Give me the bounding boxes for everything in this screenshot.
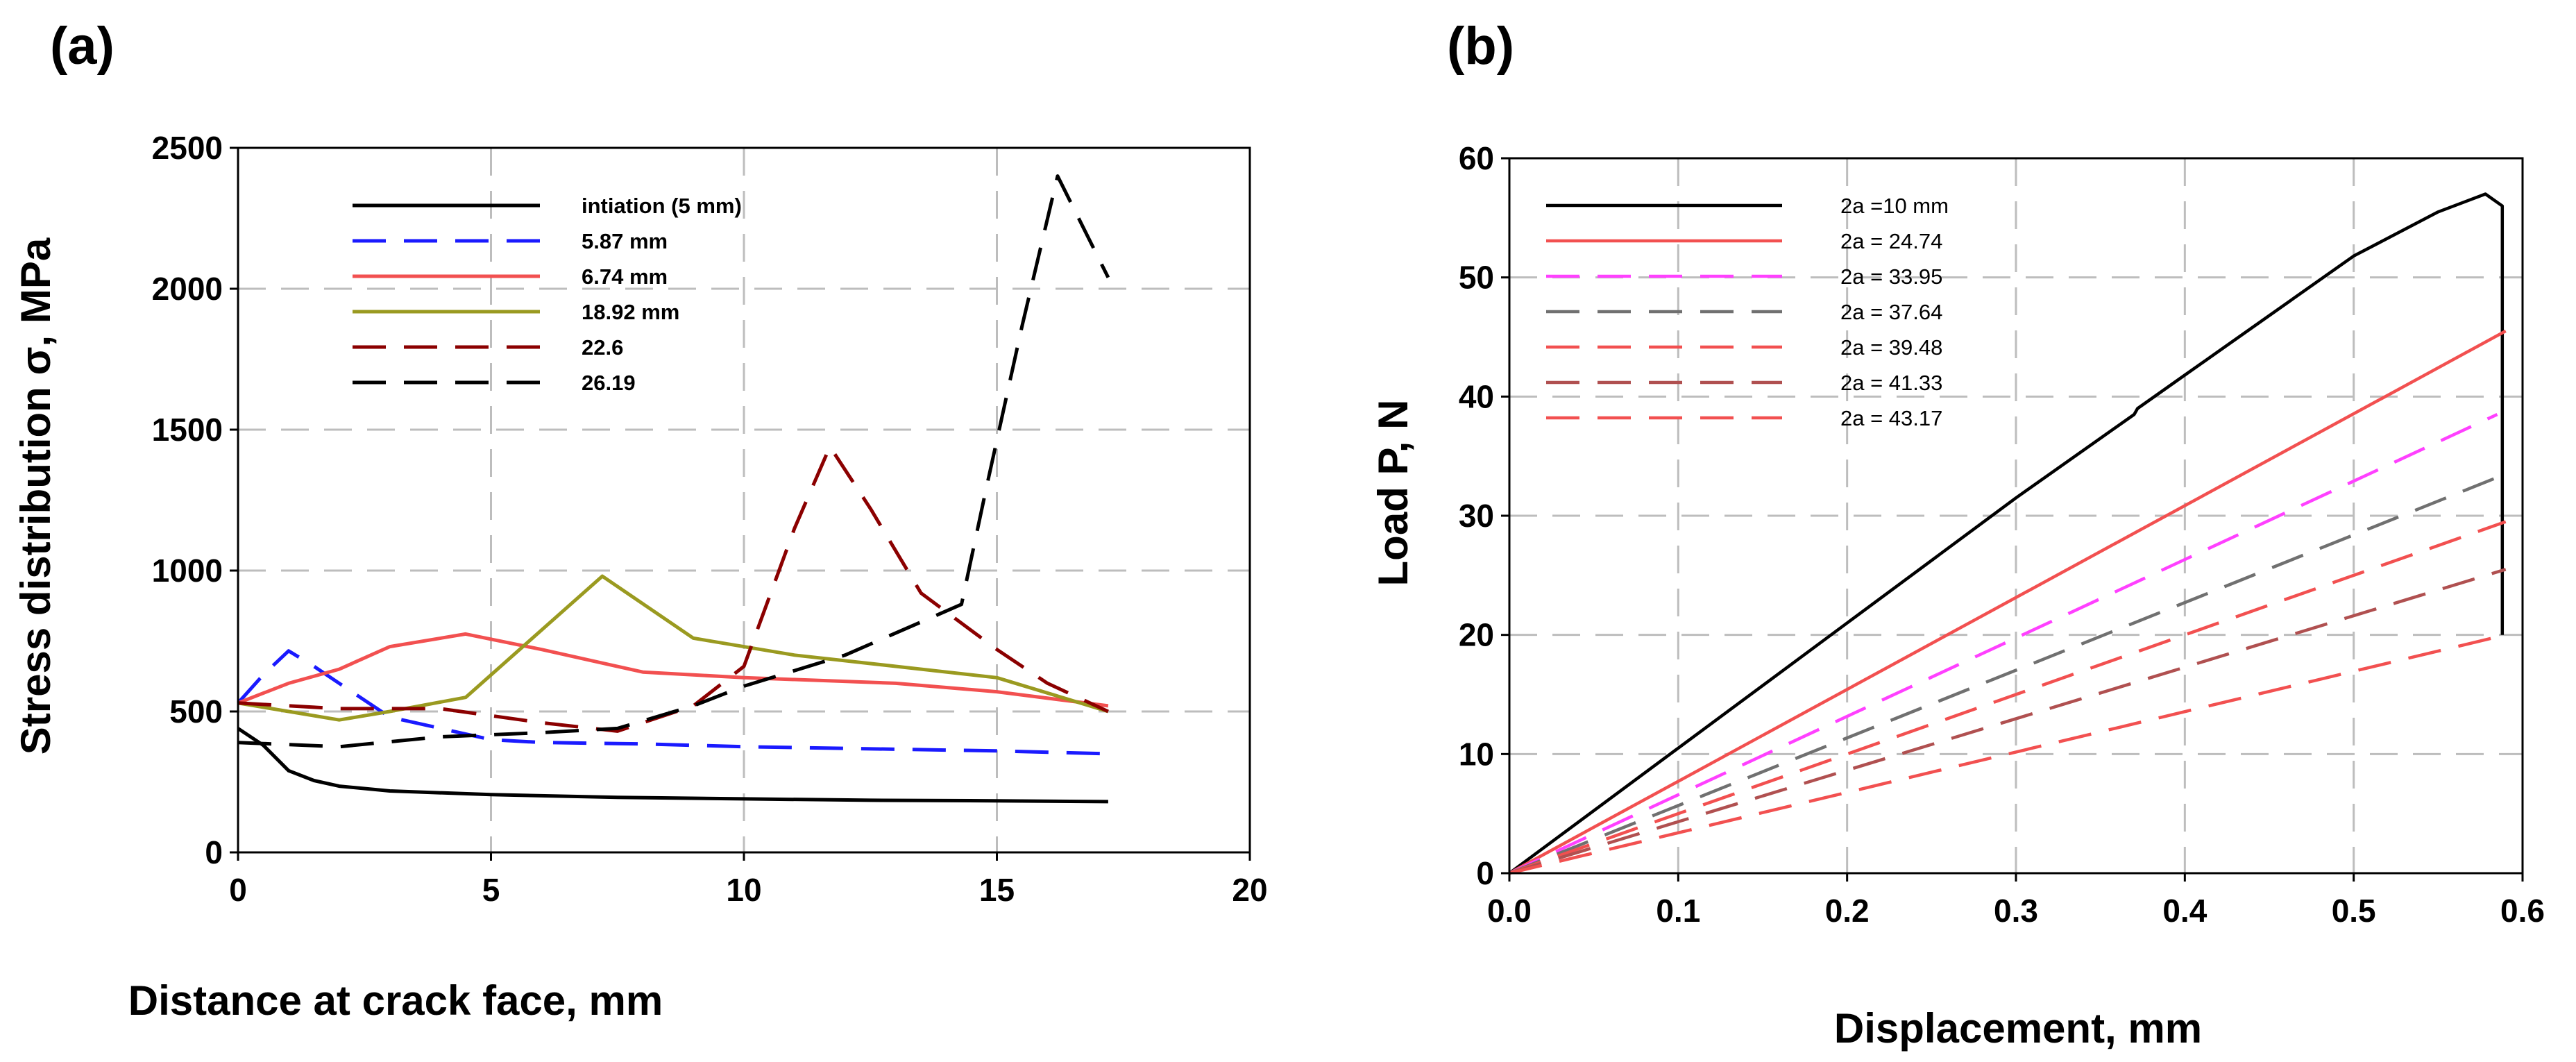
panel-a-x-axis-title: Distance at crack face, mm xyxy=(128,977,663,1024)
panel-a-x-ticks: 0 5 10 15 20 xyxy=(229,852,1268,908)
series-line-5 xyxy=(1509,520,2507,875)
panel-b-y-axis-title: Load P, N xyxy=(1370,400,1416,587)
legend-label-3: 2a = 33.95 xyxy=(1840,264,1942,289)
x-tick-label: 0.4 xyxy=(2162,893,2207,929)
series-line-6 xyxy=(237,174,1110,749)
panel-a-y-ticks: 0 500 1000 1500 2000 2500 xyxy=(152,130,238,870)
x-tick-label: 5 xyxy=(482,872,500,908)
legend-label-2: 2a = 24.74 xyxy=(1840,229,1942,253)
x-tick-label: 10 xyxy=(726,872,761,908)
panel-a-gridlines xyxy=(238,148,1250,852)
y-tick-label: 500 xyxy=(169,693,223,730)
legend-label-4: 18.92 mm xyxy=(582,300,679,324)
y-tick-label: 1500 xyxy=(152,412,223,448)
x-tick-label: 0.2 xyxy=(1825,893,1870,929)
x-tick-label: 0.3 xyxy=(1994,893,2038,929)
series-line-2 xyxy=(1508,329,2507,875)
y-tick-label: 60 xyxy=(1459,140,1494,176)
series-line-3 xyxy=(237,632,1109,708)
legend-label-6: 2a = 41.33 xyxy=(1840,371,1942,395)
panel-b-gridlines xyxy=(1509,158,2523,873)
legend-label-2: 5.87 mm xyxy=(582,229,668,253)
series-line-4 xyxy=(1509,472,2507,875)
series-line-4 xyxy=(237,574,1109,722)
panel-b-label: (b) xyxy=(1447,17,1514,76)
y-tick-label: 10 xyxy=(1459,736,1494,772)
panel-b-x-axis-title: Displacement, mm xyxy=(1834,1005,2202,1052)
legend-label-7: 2a = 43.17 xyxy=(1840,406,1942,430)
x-tick-label: 15 xyxy=(979,872,1015,908)
series-line-2 xyxy=(237,649,1108,756)
panel-b-series xyxy=(1508,192,2507,875)
y-tick-label: 50 xyxy=(1459,260,1494,296)
y-tick-label: 0 xyxy=(205,834,223,870)
panel-b-y-ticks: 0 10 20 30 40 50 60 xyxy=(1459,140,1509,891)
legend-label-5: 22.6 xyxy=(582,335,623,360)
series-line-5 xyxy=(237,444,1109,733)
panel-a-legend: intiation (5 mm) 5.87 mm 6.74 mm 18.92 mm 22… xyxy=(353,194,742,395)
series-line-1 xyxy=(237,727,1108,804)
legend-label-1: intiation (5 mm) xyxy=(582,194,742,218)
x-tick-label: 0.0 xyxy=(1487,893,1532,929)
legend-label-4: 2a = 37.64 xyxy=(1840,300,1942,324)
series-line-3 xyxy=(1509,413,2498,875)
chart-panel-a: (a) 0 500 1000 1500 2000 2500 0 5 10 15 20 intiat… xyxy=(12,17,1268,1024)
y-tick-label: 20 xyxy=(1459,617,1494,653)
y-tick-label: 2500 xyxy=(152,130,223,166)
x-tick-label: 20 xyxy=(1232,872,1267,908)
series-line-1 xyxy=(1508,192,2505,875)
panel-b-legend: 2a =10 mm 2a = 24.74 2a = 33.95 2a = 37.64 2… xyxy=(1546,194,1949,430)
series-line-7 xyxy=(1509,633,2507,875)
y-tick-label: 1000 xyxy=(152,553,223,589)
x-tick-label: 0 xyxy=(229,872,247,908)
x-tick-label: 0.1 xyxy=(1656,893,1700,929)
panel-a-y-axis-title: Stress distribution σ, MPa xyxy=(12,237,59,755)
panel-a-label: (a) xyxy=(50,17,115,76)
x-tick-label: 0.5 xyxy=(2332,893,2376,929)
y-tick-label: 30 xyxy=(1459,498,1494,534)
x-tick-label: 0.6 xyxy=(2500,893,2545,929)
y-tick-label: 2000 xyxy=(152,271,223,307)
panel-a-series xyxy=(237,174,1110,804)
series-line-6 xyxy=(1509,568,2507,875)
y-tick-label: 0 xyxy=(1476,855,1494,891)
panel-b-x-ticks: 0.0 0.1 0.2 0.3 0.4 0.5 0.6 xyxy=(1487,873,2545,929)
legend-label-6: 26.19 xyxy=(582,371,636,395)
y-tick-label: 40 xyxy=(1459,378,1494,414)
legend-label-3: 6.74 mm xyxy=(582,264,668,289)
legend-label-5: 2a = 39.48 xyxy=(1840,335,1942,360)
legend-label-1: 2a =10 mm xyxy=(1840,194,1949,218)
